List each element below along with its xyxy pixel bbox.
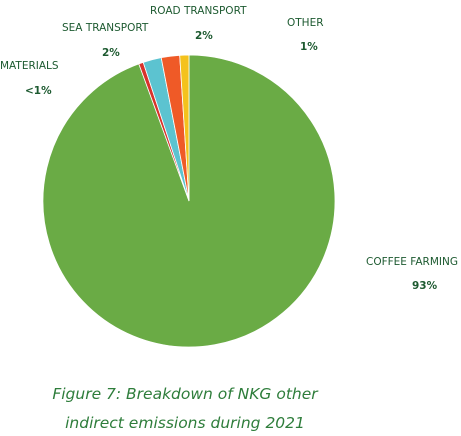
slice-value-label: 2% (195, 30, 213, 42)
pie-slice (179, 54, 190, 202)
slice-label: COFFEE FARMING (366, 256, 458, 268)
slice-label: ROAD TRANSPORT (150, 5, 247, 17)
chart-title: Figure 7: Breakdown of NKG other indirec… (52, 385, 318, 432)
slice-value-label: 2% (102, 47, 120, 59)
slice-value-label: 1% (300, 41, 318, 53)
slice-value-label: 93% (412, 280, 438, 292)
slice-label: OTHER (287, 17, 324, 29)
slice-value-label: <1% (25, 85, 52, 97)
slice-label: MATERIALS (0, 60, 59, 72)
slice-label: SEA TRANSPORT (62, 22, 149, 34)
